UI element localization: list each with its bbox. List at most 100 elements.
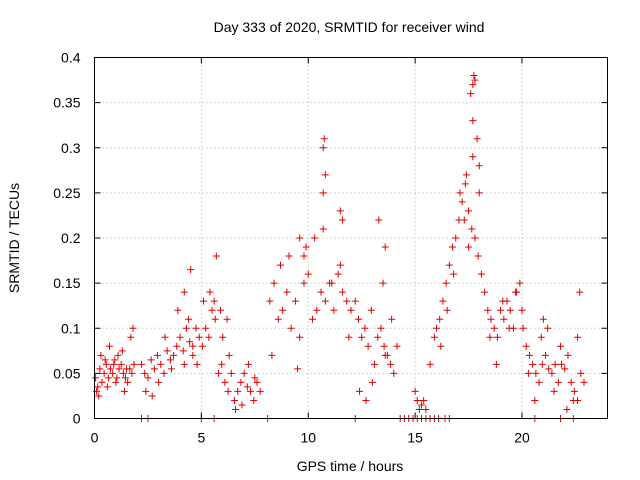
data-point xyxy=(119,369,127,377)
data-point xyxy=(130,360,138,368)
data-point xyxy=(118,347,126,355)
data-point xyxy=(545,365,553,373)
data-point xyxy=(345,333,353,341)
data-point xyxy=(493,333,501,341)
data-point xyxy=(202,324,210,332)
data-point xyxy=(505,324,513,332)
data-point xyxy=(127,333,135,341)
data-point xyxy=(109,369,117,377)
data-point xyxy=(544,324,552,332)
data-point xyxy=(548,369,556,377)
data-point xyxy=(192,324,200,332)
data-point xyxy=(103,383,111,391)
data-point xyxy=(227,369,235,377)
data-point xyxy=(243,383,251,391)
data-point xyxy=(150,365,158,373)
data-point xyxy=(200,297,208,305)
data-point xyxy=(519,324,527,332)
data-point xyxy=(304,270,312,278)
data-point xyxy=(452,234,460,242)
data-point xyxy=(564,351,572,359)
data-point xyxy=(500,315,508,323)
data-point xyxy=(418,401,426,409)
x-axis-label: GPS time / hours xyxy=(297,458,404,474)
data-point xyxy=(217,306,225,314)
data-point xyxy=(160,369,168,377)
data-point xyxy=(141,369,149,377)
data-point xyxy=(413,396,421,404)
data-point xyxy=(481,288,489,296)
data-point xyxy=(420,396,428,404)
data-point xyxy=(512,288,520,296)
data-point xyxy=(320,135,328,143)
data-point xyxy=(529,360,537,368)
data-point xyxy=(302,243,310,251)
data-point xyxy=(219,333,227,341)
data-point xyxy=(437,342,445,350)
data-point xyxy=(556,342,564,350)
data-point xyxy=(450,270,458,278)
chart-title: Day 333 of 2020, SRMTID for receiver win… xyxy=(214,19,485,35)
data-point xyxy=(465,243,473,251)
data-point xyxy=(205,333,213,341)
data-point xyxy=(198,342,206,350)
data-point xyxy=(253,378,261,386)
data-point xyxy=(334,270,342,278)
data-point xyxy=(336,207,344,215)
y-tick-label: 0.35 xyxy=(53,95,80,111)
data-point xyxy=(313,306,321,314)
data-point xyxy=(112,378,120,386)
data-point xyxy=(144,374,152,382)
data-point xyxy=(232,405,240,413)
data-point xyxy=(311,234,319,242)
data-point xyxy=(468,225,476,233)
data-point xyxy=(166,356,174,364)
data-point xyxy=(522,342,530,350)
data-point xyxy=(411,387,419,395)
data-point xyxy=(157,360,165,368)
data-point xyxy=(317,288,325,296)
data-point xyxy=(163,347,171,355)
data-point xyxy=(524,369,532,377)
y-tick-label: 0.4 xyxy=(61,50,81,66)
data-point xyxy=(182,324,190,332)
data-point xyxy=(430,333,438,341)
data-point xyxy=(465,207,473,215)
data-point xyxy=(550,387,558,395)
data-point xyxy=(563,405,571,413)
data-point xyxy=(114,351,122,359)
x-tick-labels: 0 5 10 15 20 xyxy=(91,430,530,446)
data-point xyxy=(321,297,329,305)
data-point xyxy=(577,369,585,377)
data-point xyxy=(154,351,162,359)
data-point xyxy=(475,162,483,170)
data-point xyxy=(569,396,577,404)
data-point xyxy=(244,360,252,368)
y-tick-label: 0 xyxy=(73,411,81,427)
x-tick-label: 5 xyxy=(197,430,205,446)
data-point xyxy=(218,360,226,368)
data-point xyxy=(167,365,175,373)
data-point xyxy=(531,396,539,404)
data-point xyxy=(240,369,248,377)
data-point xyxy=(319,144,327,152)
data-point xyxy=(343,297,351,305)
data-point xyxy=(467,90,475,98)
data-point xyxy=(319,225,327,233)
data-point xyxy=(300,252,308,260)
data-point xyxy=(155,378,163,386)
data-point xyxy=(554,378,562,386)
data-point xyxy=(358,333,366,341)
data-point xyxy=(474,252,482,260)
data-point xyxy=(484,306,492,314)
data-point xyxy=(561,365,569,373)
y-tick-label: 0.2 xyxy=(61,230,81,246)
data-point xyxy=(212,252,220,260)
data-point xyxy=(296,234,304,242)
data-point xyxy=(256,387,264,395)
data-point xyxy=(535,378,543,386)
data-point xyxy=(538,360,546,368)
data-point xyxy=(121,374,129,382)
data-point xyxy=(251,374,259,382)
data-point xyxy=(422,405,430,413)
